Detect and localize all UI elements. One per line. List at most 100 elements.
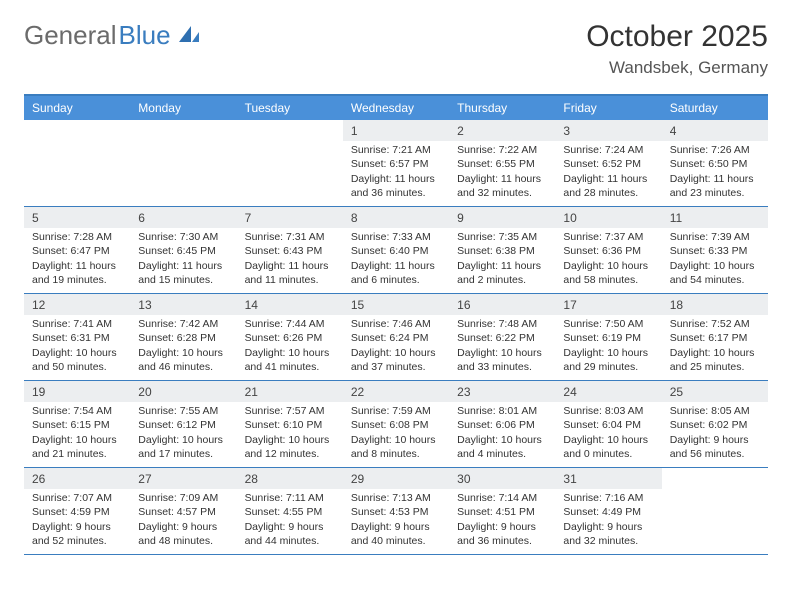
day-cell: 6Sunrise: 7:30 AMSunset: 6:45 PMDaylight… xyxy=(130,207,236,293)
day-number: 31 xyxy=(555,468,661,489)
day-details: Sunrise: 7:42 AMSunset: 6:28 PMDaylight:… xyxy=(130,315,236,380)
day-cell: 14Sunrise: 7:44 AMSunset: 6:26 PMDayligh… xyxy=(237,294,343,380)
day-cell: 21Sunrise: 7:57 AMSunset: 6:10 PMDayligh… xyxy=(237,381,343,467)
day-cell: 4Sunrise: 7:26 AMSunset: 6:50 PMDaylight… xyxy=(662,120,768,206)
day-details: Sunrise: 7:39 AMSunset: 6:33 PMDaylight:… xyxy=(662,228,768,293)
day-cell: 5Sunrise: 7:28 AMSunset: 6:47 PMDaylight… xyxy=(24,207,130,293)
day-details: Sunrise: 7:52 AMSunset: 6:17 PMDaylight:… xyxy=(662,315,768,380)
day-number: 19 xyxy=(24,381,130,402)
day-cell: 18Sunrise: 7:52 AMSunset: 6:17 PMDayligh… xyxy=(662,294,768,380)
day-cell: 24Sunrise: 8:03 AMSunset: 6:04 PMDayligh… xyxy=(555,381,661,467)
day-number: 3 xyxy=(555,120,661,141)
day-header-cell: Sunday xyxy=(24,96,130,120)
day-cell: 20Sunrise: 7:55 AMSunset: 6:12 PMDayligh… xyxy=(130,381,236,467)
calendar: SundayMondayTuesdayWednesdayThursdayFrid… xyxy=(24,94,768,555)
day-details: Sunrise: 7:35 AMSunset: 6:38 PMDaylight:… xyxy=(449,228,555,293)
day-details: Sunrise: 7:55 AMSunset: 6:12 PMDaylight:… xyxy=(130,402,236,467)
day-details: Sunrise: 7:48 AMSunset: 6:22 PMDaylight:… xyxy=(449,315,555,380)
day-details: Sunrise: 7:50 AMSunset: 6:19 PMDaylight:… xyxy=(555,315,661,380)
day-header-cell: Friday xyxy=(555,96,661,120)
day-number: 28 xyxy=(237,468,343,489)
week-row: 19Sunrise: 7:54 AMSunset: 6:15 PMDayligh… xyxy=(24,381,768,468)
day-header-cell: Saturday xyxy=(662,96,768,120)
title-block: October 2025 Wandsbek, Germany xyxy=(586,20,768,78)
day-header-cell: Wednesday xyxy=(343,96,449,120)
day-number: 15 xyxy=(343,294,449,315)
day-cell: 22Sunrise: 7:59 AMSunset: 6:08 PMDayligh… xyxy=(343,381,449,467)
day-details: Sunrise: 7:46 AMSunset: 6:24 PMDaylight:… xyxy=(343,315,449,380)
day-cell: 9Sunrise: 7:35 AMSunset: 6:38 PMDaylight… xyxy=(449,207,555,293)
day-number: 16 xyxy=(449,294,555,315)
day-details: Sunrise: 7:28 AMSunset: 6:47 PMDaylight:… xyxy=(24,228,130,293)
week-row: 5Sunrise: 7:28 AMSunset: 6:47 PMDaylight… xyxy=(24,207,768,294)
day-cell: 27Sunrise: 7:09 AMSunset: 4:57 PMDayligh… xyxy=(130,468,236,554)
day-number: 1 xyxy=(343,120,449,141)
day-cell: 28Sunrise: 7:11 AMSunset: 4:55 PMDayligh… xyxy=(237,468,343,554)
day-number: 17 xyxy=(555,294,661,315)
day-number: 4 xyxy=(662,120,768,141)
day-cell: 23Sunrise: 8:01 AMSunset: 6:06 PMDayligh… xyxy=(449,381,555,467)
day-details: Sunrise: 7:41 AMSunset: 6:31 PMDaylight:… xyxy=(24,315,130,380)
day-cell: 31Sunrise: 7:16 AMSunset: 4:49 PMDayligh… xyxy=(555,468,661,554)
day-details: Sunrise: 7:26 AMSunset: 6:50 PMDaylight:… xyxy=(662,141,768,206)
day-number: 24 xyxy=(555,381,661,402)
day-details: Sunrise: 7:31 AMSunset: 6:43 PMDaylight:… xyxy=(237,228,343,293)
day-details: Sunrise: 7:07 AMSunset: 4:59 PMDaylight:… xyxy=(24,489,130,554)
day-cell: 3Sunrise: 7:24 AMSunset: 6:52 PMDaylight… xyxy=(555,120,661,206)
day-number: 7 xyxy=(237,207,343,228)
day-details: Sunrise: 7:44 AMSunset: 6:26 PMDaylight:… xyxy=(237,315,343,380)
day-number: 26 xyxy=(24,468,130,489)
day-cell: 30Sunrise: 7:14 AMSunset: 4:51 PMDayligh… xyxy=(449,468,555,554)
day-details: Sunrise: 7:16 AMSunset: 4:49 PMDaylight:… xyxy=(555,489,661,554)
day-details: Sunrise: 7:59 AMSunset: 6:08 PMDaylight:… xyxy=(343,402,449,467)
day-details: Sunrise: 7:14 AMSunset: 4:51 PMDaylight:… xyxy=(449,489,555,554)
day-number: 22 xyxy=(343,381,449,402)
day-cell: 19Sunrise: 7:54 AMSunset: 6:15 PMDayligh… xyxy=(24,381,130,467)
day-cell: 17Sunrise: 7:50 AMSunset: 6:19 PMDayligh… xyxy=(555,294,661,380)
day-number: 25 xyxy=(662,381,768,402)
day-number: 11 xyxy=(662,207,768,228)
day-cell: 8Sunrise: 7:33 AMSunset: 6:40 PMDaylight… xyxy=(343,207,449,293)
day-details: Sunrise: 8:01 AMSunset: 6:06 PMDaylight:… xyxy=(449,402,555,467)
week-row: 12Sunrise: 7:41 AMSunset: 6:31 PMDayligh… xyxy=(24,294,768,381)
day-cell: 10Sunrise: 7:37 AMSunset: 6:36 PMDayligh… xyxy=(555,207,661,293)
day-cell: 15Sunrise: 7:46 AMSunset: 6:24 PMDayligh… xyxy=(343,294,449,380)
day-number: 9 xyxy=(449,207,555,228)
day-cell: 1Sunrise: 7:21 AMSunset: 6:57 PMDaylight… xyxy=(343,120,449,206)
day-cell: 26Sunrise: 7:07 AMSunset: 4:59 PMDayligh… xyxy=(24,468,130,554)
logo-text-general: General xyxy=(24,20,117,51)
day-header-cell: Tuesday xyxy=(237,96,343,120)
day-number: 18 xyxy=(662,294,768,315)
empty-cell xyxy=(24,120,130,206)
day-details: Sunrise: 7:09 AMSunset: 4:57 PMDaylight:… xyxy=(130,489,236,554)
day-details: Sunrise: 7:33 AMSunset: 6:40 PMDaylight:… xyxy=(343,228,449,293)
day-details: Sunrise: 8:05 AMSunset: 6:02 PMDaylight:… xyxy=(662,402,768,467)
day-header-cell: Monday xyxy=(130,96,236,120)
empty-cell xyxy=(237,120,343,206)
day-cell: 13Sunrise: 7:42 AMSunset: 6:28 PMDayligh… xyxy=(130,294,236,380)
day-details: Sunrise: 7:30 AMSunset: 6:45 PMDaylight:… xyxy=(130,228,236,293)
day-cell: 7Sunrise: 7:31 AMSunset: 6:43 PMDaylight… xyxy=(237,207,343,293)
month-title: October 2025 xyxy=(586,20,768,54)
day-details: Sunrise: 7:11 AMSunset: 4:55 PMDaylight:… xyxy=(237,489,343,554)
day-details: Sunrise: 8:03 AMSunset: 6:04 PMDaylight:… xyxy=(555,402,661,467)
logo-sail-icon xyxy=(177,24,201,44)
day-details: Sunrise: 7:13 AMSunset: 4:53 PMDaylight:… xyxy=(343,489,449,554)
logo: GeneralBlue xyxy=(24,20,201,51)
day-details: Sunrise: 7:24 AMSunset: 6:52 PMDaylight:… xyxy=(555,141,661,206)
location: Wandsbek, Germany xyxy=(586,58,768,78)
day-number: 12 xyxy=(24,294,130,315)
day-number: 23 xyxy=(449,381,555,402)
day-cell: 25Sunrise: 8:05 AMSunset: 6:02 PMDayligh… xyxy=(662,381,768,467)
day-cell: 2Sunrise: 7:22 AMSunset: 6:55 PMDaylight… xyxy=(449,120,555,206)
day-details: Sunrise: 7:37 AMSunset: 6:36 PMDaylight:… xyxy=(555,228,661,293)
day-number: 2 xyxy=(449,120,555,141)
day-number: 29 xyxy=(343,468,449,489)
day-header-row: SundayMondayTuesdayWednesdayThursdayFrid… xyxy=(24,96,768,120)
week-row: 1Sunrise: 7:21 AMSunset: 6:57 PMDaylight… xyxy=(24,120,768,207)
day-number: 13 xyxy=(130,294,236,315)
empty-cell xyxy=(662,468,768,554)
day-number: 14 xyxy=(237,294,343,315)
day-number: 5 xyxy=(24,207,130,228)
empty-cell xyxy=(130,120,236,206)
